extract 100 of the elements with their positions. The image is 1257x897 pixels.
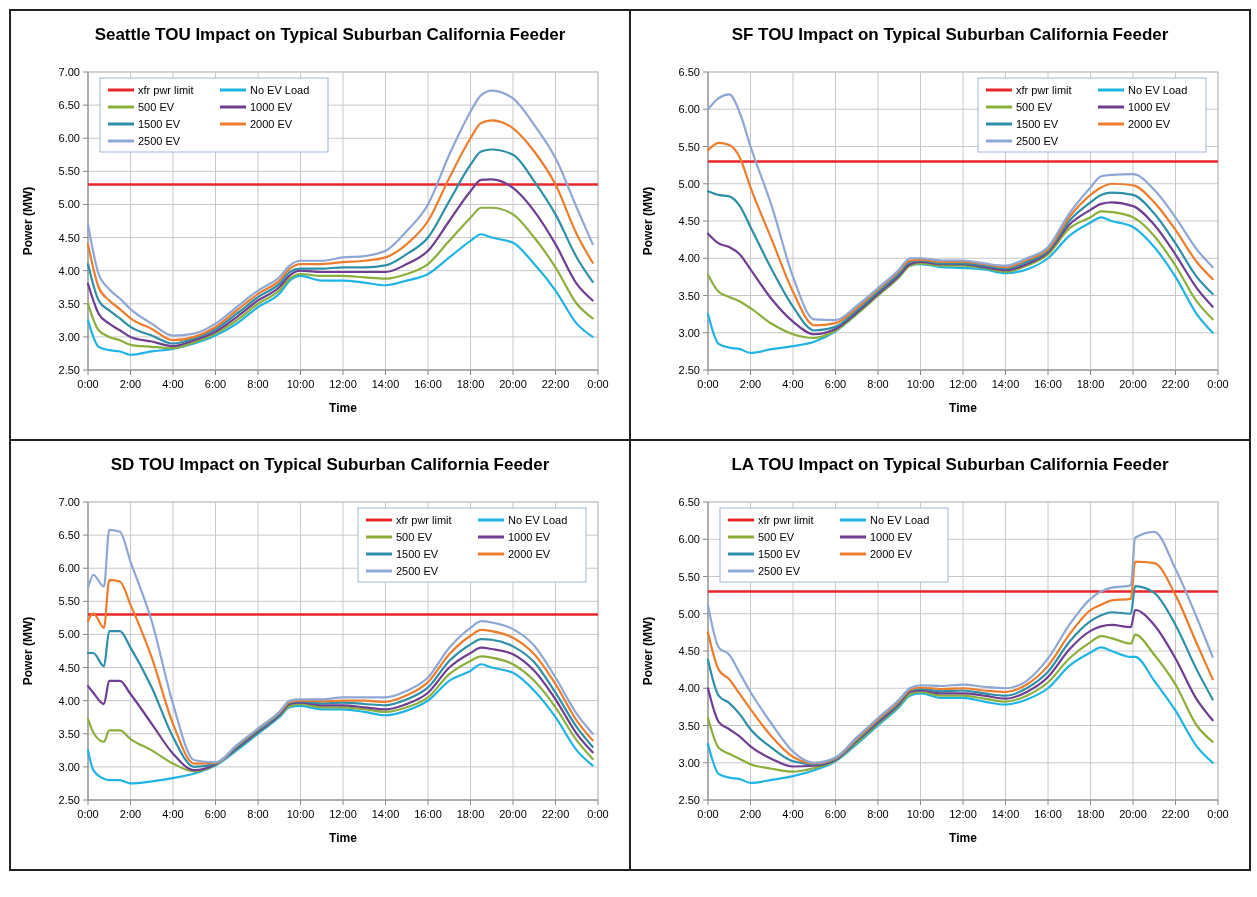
x-tick-label: 16:00 (1034, 378, 1062, 390)
y-tick-label: 6.50 (58, 99, 80, 112)
y-tick-label: 5.00 (678, 177, 700, 190)
legend-label: No EV Load (508, 514, 568, 526)
x-tick-label: 20:00 (1119, 378, 1147, 390)
x-tick-label: 0:00 (77, 378, 99, 390)
legend-label: 2500 EV (396, 565, 439, 577)
y-tick-label: 5.00 (58, 198, 80, 211)
x-tick-label: 0:00 (1207, 378, 1229, 390)
x-tick-label: 22:00 (1161, 378, 1190, 390)
y-axis-title: Power (MW) (641, 186, 655, 256)
x-tick-label: 8:00 (247, 808, 269, 820)
chart-title: LA TOU Impact on Typical Suburban California Feeder (731, 455, 1169, 474)
legend-label: 2000 EV (508, 548, 551, 560)
x-axis-title: Time (949, 831, 978, 845)
x-tick-label: 8:00 (867, 378, 889, 390)
y-axis-title: Power (MW) (21, 186, 35, 256)
chart-title: SD TOU Impact on Typical Suburban California Feeder (110, 455, 550, 474)
y-tick-label: 7.00 (58, 496, 80, 508)
x-tick-label: 0:00 (77, 808, 99, 820)
y-axis-title: Power (MW) (641, 616, 655, 686)
y-tick-label: 3.50 (678, 719, 700, 732)
line-series (86, 579, 594, 765)
y-tick-label: 2.50 (58, 364, 80, 376)
chart-title: Seattle TOU Impact on Typical Suburban California Feeder (94, 25, 566, 44)
legend-label: 2000 EV (870, 548, 913, 560)
y-tick-label: 4.00 (678, 682, 700, 695)
x-tick-label: 22:00 (541, 808, 570, 820)
legend-label: 1500 EV (1016, 118, 1059, 130)
line-series (706, 633, 1214, 773)
x-tick-label: 2:00 (739, 378, 762, 390)
x-tick-label: 14:00 (371, 808, 400, 820)
line-series (86, 233, 594, 356)
x-tick-label: 0:00 (587, 378, 609, 390)
legend-label: xfr pwr limit (758, 514, 814, 526)
line-series (86, 178, 594, 348)
y-tick-label: 4.50 (678, 215, 700, 227)
legend-label: xfr pwr limit (138, 84, 194, 96)
x-tick-label: 8:00 (867, 808, 889, 820)
x-tick-label: 0:00 (697, 808, 719, 820)
x-tick-label: 0:00 (587, 808, 609, 820)
y-tick-label: 2.50 (678, 364, 700, 376)
y-tick-label: 6.50 (58, 529, 80, 542)
x-tick-label: 22:00 (541, 378, 570, 390)
legend-label: 2500 EV (138, 135, 181, 147)
x-tick-label: 2:00 (739, 808, 762, 820)
x-tick-label: 10:00 (906, 378, 935, 390)
x-tick-label: 20:00 (499, 808, 527, 820)
y-tick-label: 3.50 (58, 727, 80, 740)
y-tick-label: 2.50 (678, 794, 700, 806)
legend-label: 1000 EV (1128, 101, 1171, 113)
x-tick-label: 0:00 (697, 378, 719, 390)
x-tick-label: 16:00 (1034, 808, 1062, 820)
legend-label: 1500 EV (396, 548, 439, 560)
x-tick-label: 8:00 (247, 378, 269, 390)
legend-label: 1000 EV (250, 101, 293, 113)
x-tick-label: 2:00 (119, 378, 142, 390)
legend-label: 500 EV (1016, 101, 1053, 113)
y-tick-label: 5.00 (58, 628, 80, 641)
x-tick-label: 4:00 (782, 808, 804, 820)
legend-label: No EV Load (870, 514, 930, 526)
y-tick-label: 3.50 (58, 297, 80, 310)
y-tick-label: 3.00 (678, 326, 700, 339)
x-tick-label: 12:00 (329, 808, 357, 820)
x-tick-label: 14:00 (991, 808, 1020, 820)
legend-label: No EV Load (1128, 84, 1188, 96)
y-tick-label: 6.00 (678, 533, 700, 546)
y-tick-label: 3.00 (678, 756, 700, 769)
y-tick-label: 5.50 (678, 570, 700, 583)
y-tick-label: 5.50 (678, 140, 700, 153)
line-series (86, 528, 594, 764)
x-tick-label: 16:00 (414, 378, 442, 390)
x-axis-title: Time (329, 401, 358, 415)
x-tick-label: 12:00 (949, 808, 977, 820)
x-tick-label: 22:00 (1161, 808, 1190, 820)
y-tick-label: 3.00 (58, 330, 80, 343)
legend-label: 500 EV (758, 531, 795, 543)
x-axis-title: Time (329, 831, 358, 845)
x-tick-label: 18:00 (1076, 808, 1105, 820)
legend-label: 2500 EV (1016, 135, 1059, 147)
y-tick-label: 2.50 (58, 794, 80, 806)
y-tick-label: 6.50 (678, 66, 700, 78)
x-tick-label: 4:00 (782, 378, 804, 390)
y-tick-label: 4.50 (58, 661, 80, 674)
x-tick-label: 12:00 (949, 378, 977, 390)
x-tick-label: 2:00 (119, 808, 142, 820)
x-tick-label: 14:00 (371, 378, 400, 390)
y-tick-label: 4.50 (58, 231, 80, 244)
legend-label: 2500 EV (758, 565, 801, 577)
y-tick-label: 4.00 (58, 694, 80, 707)
line-series (86, 206, 594, 350)
y-tick-label: 4.50 (678, 645, 700, 657)
x-tick-label: 18:00 (456, 808, 485, 820)
legend-label: 1000 EV (508, 531, 551, 543)
legend-label: xfr pwr limit (396, 514, 452, 526)
y-tick-label: 4.00 (58, 264, 80, 277)
x-tick-label: 4:00 (162, 808, 184, 820)
y-tick-label: 6.00 (58, 132, 80, 145)
x-tick-label: 16:00 (414, 808, 442, 820)
y-tick-label: 6.50 (678, 496, 700, 508)
